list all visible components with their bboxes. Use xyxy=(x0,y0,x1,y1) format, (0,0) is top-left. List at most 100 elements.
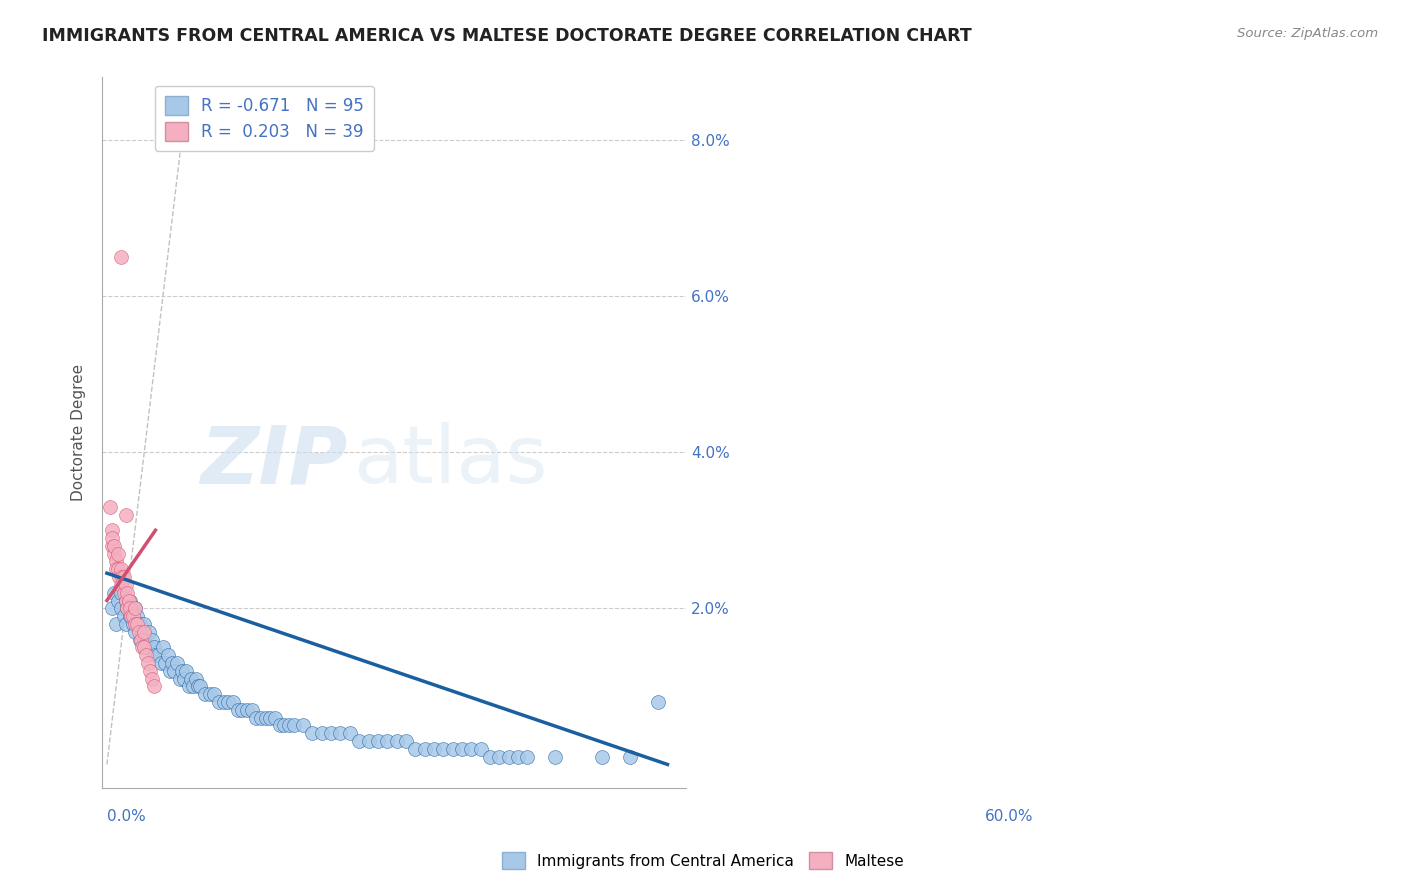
Point xyxy=(217,695,239,709)
Point xyxy=(125,616,148,631)
Point xyxy=(498,749,520,764)
Point xyxy=(208,695,231,709)
Point xyxy=(404,742,426,756)
Point xyxy=(112,585,135,599)
Point xyxy=(273,718,295,732)
Point xyxy=(460,742,482,756)
Point xyxy=(110,250,132,264)
Point xyxy=(180,672,202,686)
Point xyxy=(188,679,211,693)
Point xyxy=(138,624,160,639)
Point xyxy=(152,640,174,655)
Point xyxy=(278,718,301,732)
Point xyxy=(118,593,141,607)
Point xyxy=(176,664,198,678)
Point xyxy=(347,734,370,748)
Point xyxy=(138,640,160,655)
Point xyxy=(162,656,184,670)
Point xyxy=(329,726,352,740)
Point xyxy=(173,672,195,686)
Point xyxy=(153,656,176,670)
Point xyxy=(245,710,267,724)
Point xyxy=(110,601,132,615)
Point xyxy=(159,664,181,678)
Point xyxy=(259,710,281,724)
Point xyxy=(591,749,613,764)
Point xyxy=(98,500,121,514)
Point xyxy=(110,585,132,599)
Point xyxy=(179,679,201,693)
Point xyxy=(141,672,163,686)
Point xyxy=(150,656,173,670)
Point xyxy=(269,718,291,732)
Point xyxy=(124,624,146,639)
Point xyxy=(108,570,131,584)
Point xyxy=(124,601,146,615)
Point xyxy=(103,539,125,553)
Point xyxy=(231,703,253,717)
Point xyxy=(120,609,142,624)
Point xyxy=(125,609,148,624)
Point xyxy=(647,695,669,709)
Text: 60.0%: 60.0% xyxy=(986,809,1033,824)
Point xyxy=(124,616,146,631)
Point xyxy=(283,718,305,732)
Point xyxy=(122,616,145,631)
Point xyxy=(385,734,408,748)
Point xyxy=(311,726,333,740)
Point xyxy=(134,624,156,639)
Text: 0.0%: 0.0% xyxy=(107,809,146,824)
Point xyxy=(101,531,124,545)
Point xyxy=(120,601,142,615)
Point xyxy=(141,632,163,647)
Point xyxy=(619,749,641,764)
Point xyxy=(187,679,209,693)
Point xyxy=(301,726,323,740)
Point xyxy=(198,687,221,701)
Point xyxy=(254,710,277,724)
Point xyxy=(105,562,128,576)
Point xyxy=(107,547,129,561)
Point xyxy=(236,703,259,717)
Point xyxy=(413,742,436,756)
Point xyxy=(131,640,153,655)
Point xyxy=(128,624,150,639)
Point xyxy=(506,749,529,764)
Point xyxy=(321,726,343,740)
Point xyxy=(120,609,142,624)
Point xyxy=(202,687,225,701)
Point xyxy=(103,585,125,599)
Point xyxy=(134,632,156,647)
Point xyxy=(107,562,129,576)
Point xyxy=(105,554,128,568)
Point xyxy=(114,578,136,592)
Point xyxy=(100,523,122,537)
Point xyxy=(124,601,146,615)
Point xyxy=(100,539,122,553)
Text: ZIP: ZIP xyxy=(200,422,347,500)
Point xyxy=(134,616,156,631)
Point xyxy=(226,703,249,717)
Point xyxy=(114,508,136,522)
Point xyxy=(395,734,418,748)
Point xyxy=(114,593,136,607)
Legend: Immigrants from Central America, Maltese: Immigrants from Central America, Maltese xyxy=(496,846,910,875)
Point xyxy=(222,695,245,709)
Point xyxy=(110,578,132,592)
Point xyxy=(129,632,152,647)
Point xyxy=(544,749,567,764)
Point xyxy=(105,616,128,631)
Point xyxy=(122,609,145,624)
Legend: R = -0.671   N = 95, R =  0.203   N = 39: R = -0.671 N = 95, R = 0.203 N = 39 xyxy=(155,86,374,151)
Point xyxy=(250,710,273,724)
Point xyxy=(478,749,501,764)
Point xyxy=(292,718,315,732)
Point xyxy=(470,742,492,756)
Point xyxy=(451,742,474,756)
Point xyxy=(148,648,170,662)
Point xyxy=(114,593,136,607)
Y-axis label: Doctorate Degree: Doctorate Degree xyxy=(72,364,86,501)
Point xyxy=(142,640,165,655)
Point xyxy=(139,664,162,678)
Point xyxy=(367,734,389,748)
